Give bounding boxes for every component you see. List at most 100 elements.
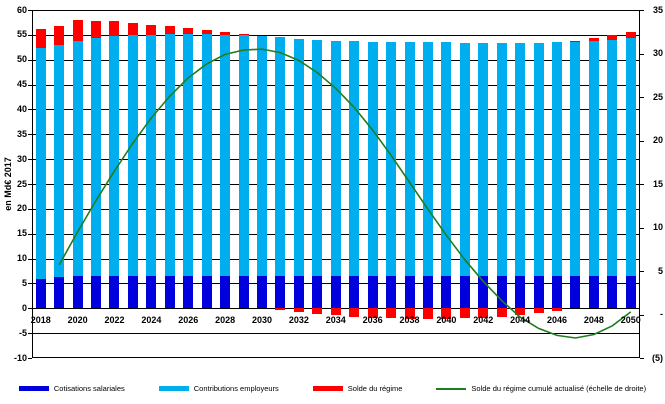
bar-contributions-employeurs bbox=[72, 40, 83, 277]
bar-cotisations-salariales bbox=[109, 276, 120, 309]
right-axis-tick bbox=[640, 227, 644, 229]
right-axis-label: 25 bbox=[652, 91, 663, 102]
right-axis-label: 35 bbox=[652, 4, 663, 15]
left-axis-label: 15 bbox=[16, 228, 27, 239]
bar-solde-du-regime bbox=[552, 308, 563, 312]
x-axis-label: 2028 bbox=[215, 315, 236, 325]
bar-cotisations-salariales bbox=[164, 276, 175, 309]
bar-cotisations-salariales bbox=[552, 276, 563, 309]
bar-solde-du-regime bbox=[367, 308, 378, 318]
bar-solde-du-regime bbox=[312, 308, 323, 314]
legend: Cotisations salariales Contributions emp… bbox=[0, 384, 665, 393]
x-axis-label: 2046 bbox=[547, 315, 568, 325]
bar-cotisations-salariales bbox=[35, 278, 46, 309]
legend-swatch-solde bbox=[312, 386, 343, 391]
left-axis-label: 5 bbox=[21, 277, 27, 288]
right-axis-label: (5) bbox=[652, 352, 663, 363]
x-axis-label: 2036 bbox=[362, 315, 383, 325]
bar-contributions-employeurs bbox=[91, 37, 102, 277]
bar-contributions-employeurs bbox=[404, 41, 415, 277]
bar-cotisations-salariales bbox=[570, 276, 581, 309]
bar-cotisations-salariales bbox=[146, 276, 157, 309]
bar-solde-du-regime bbox=[220, 32, 231, 35]
left-axis-label: 60 bbox=[16, 4, 27, 15]
bar-contributions-employeurs bbox=[533, 42, 544, 277]
bar-solde-du-regime bbox=[127, 22, 138, 36]
right-axis-label: 10 bbox=[652, 222, 663, 232]
x-axis-label: 2020 bbox=[67, 315, 88, 325]
legend-label-cotisations: Cotisations salariales bbox=[53, 384, 125, 393]
bar-contributions-employeurs bbox=[552, 42, 563, 277]
x-axis-label: 2042 bbox=[473, 315, 494, 325]
left-axis-label: -5 bbox=[18, 327, 27, 338]
bar-cotisations-salariales bbox=[293, 276, 304, 309]
left-axis-label: 40 bbox=[16, 103, 27, 114]
bar-cotisations-salariales bbox=[183, 276, 194, 309]
legend-label-solde: Solde du régime bbox=[347, 384, 403, 393]
left-axis-tick bbox=[27, 10, 32, 11]
bar-solde-du-regime bbox=[515, 308, 526, 316]
bar-cotisations-salariales bbox=[607, 276, 618, 309]
bar-contributions-employeurs bbox=[146, 34, 157, 277]
legend-item-solde-cumule: Solde du régime cumulé actualisé (échell… bbox=[436, 384, 646, 393]
bar-cotisations-salariales bbox=[404, 276, 415, 309]
right-axis-tick bbox=[640, 53, 644, 55]
bar-cotisations-salariales bbox=[588, 276, 599, 309]
bar-cotisations-salariales bbox=[54, 277, 65, 309]
x-axis-label: 2018 bbox=[30, 315, 51, 325]
bar-contributions-employeurs bbox=[312, 40, 323, 277]
bar-contributions-employeurs bbox=[459, 42, 470, 277]
bar-contributions-employeurs bbox=[588, 40, 599, 277]
gridline bbox=[31, 34, 640, 36]
bar-solde-du-regime bbox=[35, 28, 46, 49]
bar-solde-du-regime bbox=[607, 34, 618, 40]
right-axis-tick bbox=[640, 184, 644, 185]
bar-contributions-employeurs bbox=[238, 35, 249, 277]
bar-solde-du-regime bbox=[54, 25, 65, 45]
bar-solde-du-regime bbox=[146, 24, 157, 35]
bar-solde-du-regime bbox=[293, 308, 304, 312]
left-axis-tick bbox=[27, 184, 32, 185]
bar-cotisations-salariales bbox=[441, 276, 452, 309]
bar-solde-du-regime bbox=[183, 28, 194, 35]
bar-solde-du-regime bbox=[625, 31, 636, 39]
left-axis-tick bbox=[27, 333, 32, 335]
x-axis-label: 2026 bbox=[178, 315, 199, 325]
bar-solde-du-regime bbox=[570, 40, 581, 42]
bar-contributions-employeurs bbox=[330, 40, 341, 277]
bar-solde-du-regime bbox=[164, 26, 175, 35]
right-axis-tick bbox=[640, 314, 644, 316]
legend-line-swatch-solde-cumule bbox=[436, 387, 467, 390]
right-axis-label: 20 bbox=[652, 135, 663, 145]
bar-contributions-employeurs bbox=[183, 34, 194, 277]
right-axis-label: - bbox=[660, 309, 663, 319]
bar-solde-du-regime bbox=[330, 308, 341, 316]
x-axis-label: 2032 bbox=[288, 315, 309, 325]
left-axis-tick bbox=[27, 84, 32, 86]
bar-solde-du-regime bbox=[588, 37, 599, 41]
bar-contributions-employeurs bbox=[386, 41, 397, 277]
bar-contributions-employeurs bbox=[293, 38, 304, 277]
bar-cotisations-salariales bbox=[91, 276, 102, 309]
bar-contributions-employeurs bbox=[220, 34, 231, 277]
x-axis-label: 2050 bbox=[620, 315, 641, 325]
bar-contributions-employeurs bbox=[570, 41, 581, 277]
x-axis-label: 2024 bbox=[141, 315, 162, 325]
right-axis-tick bbox=[640, 140, 644, 142]
legend-item-contributions: Contributions employeurs bbox=[158, 384, 279, 393]
bar-contributions-employeurs bbox=[515, 42, 526, 277]
x-axis-label: 2030 bbox=[251, 315, 272, 325]
legend-label-contributions: Contributions employeurs bbox=[193, 384, 279, 393]
bar-contributions-employeurs bbox=[35, 48, 46, 279]
legend-label-solde-cumule: Solde du régime cumulé actualisé (échell… bbox=[471, 384, 647, 393]
x-axis-label: 2044 bbox=[510, 315, 531, 325]
bar-cotisations-salariales bbox=[201, 276, 212, 309]
bar-cotisations-salariales bbox=[127, 276, 138, 309]
x-axis-label: 2034 bbox=[325, 315, 346, 325]
left-axis-label: 10 bbox=[16, 253, 27, 264]
bar-contributions-employeurs bbox=[367, 41, 378, 277]
bar-solde-du-regime bbox=[349, 308, 360, 317]
right-axis-label: 30 bbox=[652, 48, 663, 58]
left-axis-label: 0 bbox=[21, 302, 27, 313]
